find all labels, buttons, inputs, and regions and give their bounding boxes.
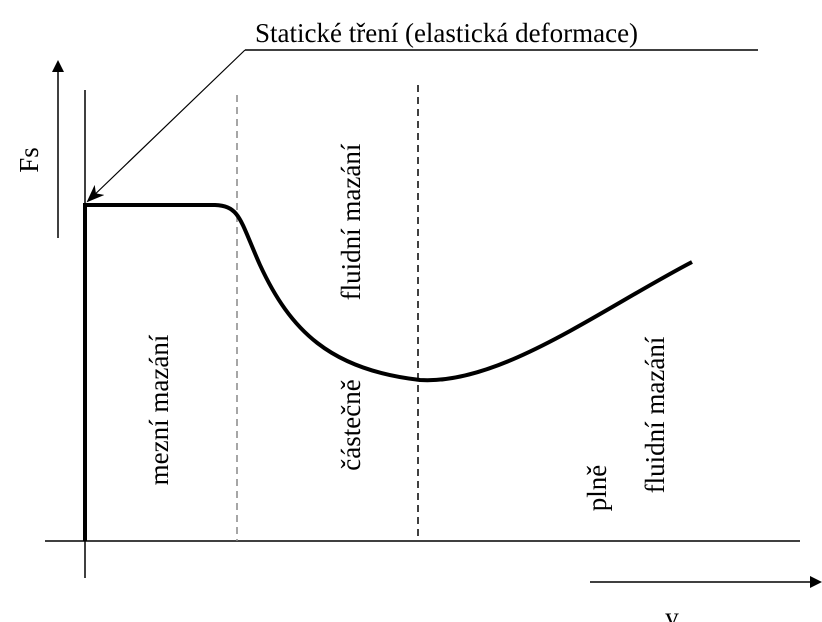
region-label: fluidní mazání (640, 336, 670, 493)
region-label: mezní mazání (144, 334, 174, 485)
annotation: Statické tření (elastická deformace) (255, 18, 638, 48)
region-label: fluidní mazání (336, 143, 366, 300)
region-label: plně (582, 465, 612, 512)
stribeck-curve (83, 203, 693, 541)
x-label: v (665, 602, 679, 622)
annotation-arrow (86, 49, 246, 203)
region-label: částečně (336, 379, 366, 470)
y-label: Fs (14, 147, 44, 173)
